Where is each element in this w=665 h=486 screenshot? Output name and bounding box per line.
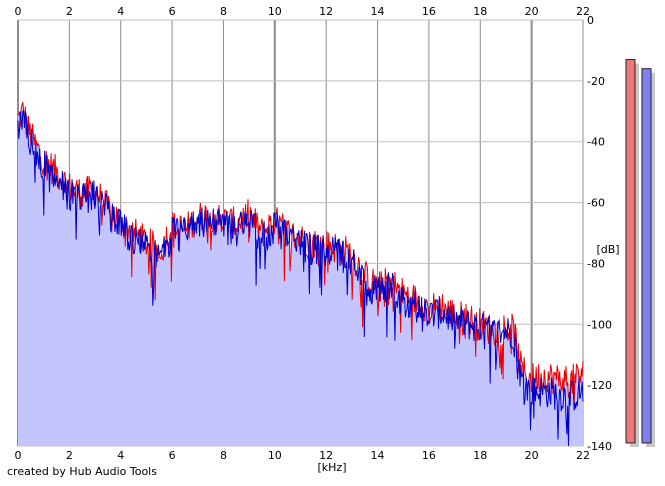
x-tick-label-bottom: 10	[268, 449, 282, 462]
y-tick-label: -20	[587, 75, 605, 88]
level-meter-right	[641, 68, 652, 444]
y-tick-label: -60	[587, 197, 605, 210]
x-ticks-bottom: 0 2 4 6 8 10 12 14 16 18 20 22	[15, 449, 591, 462]
x-axis-label: [kHz]	[318, 461, 347, 474]
spectrum-fill	[18, 102, 583, 446]
level-meter-left	[625, 59, 636, 444]
x-tick-label-bottom: 14	[371, 449, 385, 462]
x-tick-label-top: 20	[525, 5, 539, 18]
x-tick-label-top: 4	[117, 5, 124, 18]
x-tick-label-bottom: 22	[576, 449, 590, 462]
y-tick-label: -140	[587, 440, 612, 453]
x-tick-label-bottom: 2	[66, 449, 73, 462]
x-tick-label-top: 2	[66, 5, 73, 18]
y-tick-label: -120	[587, 379, 612, 392]
x-tick-label-bottom: 18	[473, 449, 487, 462]
x-tick-label-bottom: 8	[220, 449, 227, 462]
y-tick-label: -40	[587, 136, 605, 149]
x-tick-label-bottom: 12	[319, 449, 333, 462]
spectrum-line-right	[17, 109, 584, 447]
x-tick-label-top: 12	[319, 5, 333, 18]
level-meters	[625, 59, 655, 447]
x-tick-label-bottom: 20	[525, 449, 539, 462]
x-tick-label-top: 16	[422, 5, 436, 18]
x-tick-label-bottom: 4	[117, 449, 124, 462]
y-axis-label: [dB]	[596, 243, 619, 256]
x-ticks-top: 0 2 4 6 8 10 12 14 16 18 20 22	[15, 5, 591, 18]
x-tick-label-bottom: 16	[422, 449, 436, 462]
credit-text: created by Hub Audio Tools	[7, 465, 157, 478]
x-tick-label-top: 10	[268, 5, 282, 18]
x-tick-label-top: 6	[169, 5, 176, 18]
y-tick-label: -80	[587, 257, 605, 270]
x-tick-label-bottom: 0	[15, 449, 22, 462]
y-ticks: 0 -20 -40 -60 -80 -100 -120 -140	[587, 14, 612, 453]
y-tick-label: 0	[587, 14, 594, 27]
x-tick-label-top: 14	[371, 5, 385, 18]
x-tick-label-top: 22	[576, 5, 590, 18]
x-tick-label-bottom: 6	[169, 449, 176, 462]
x-tick-label-top: 18	[473, 5, 487, 18]
y-tick-label: -100	[587, 318, 612, 331]
x-tick-label-top: 8	[220, 5, 227, 18]
x-tick-label-top: 0	[15, 5, 22, 18]
